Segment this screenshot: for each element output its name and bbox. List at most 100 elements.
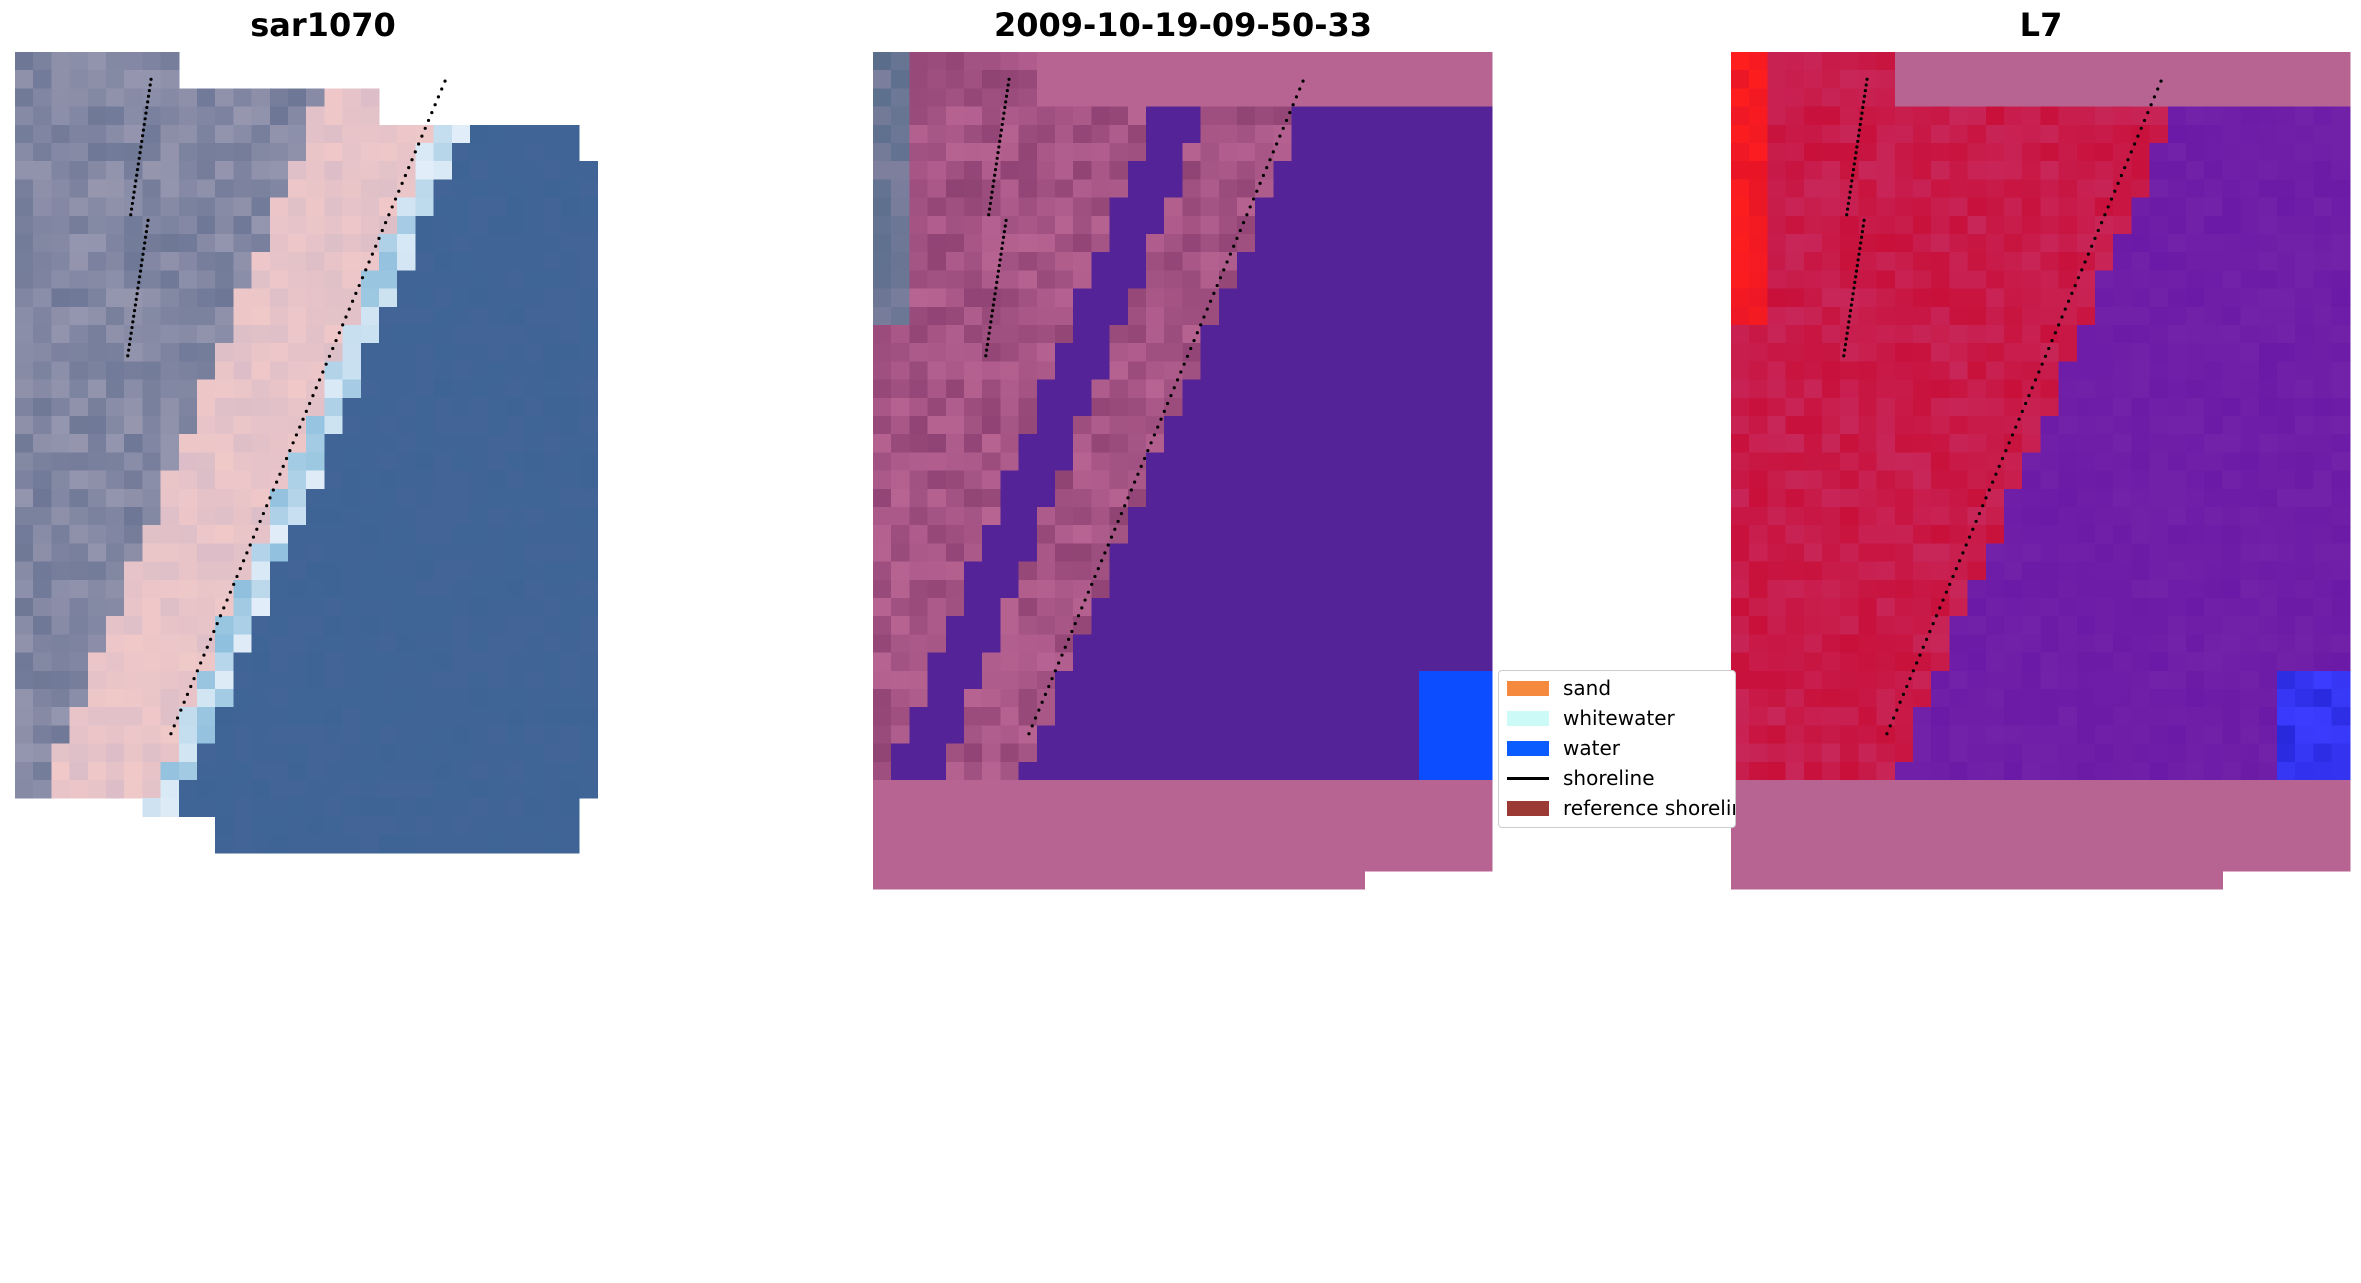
rgb-image-panel	[15, 52, 633, 1234]
shoreline-dot	[2076, 276, 2081, 280]
shoreline-dot	[420, 134, 424, 138]
shoreline-dot	[1093, 574, 1097, 579]
shoreline-dot	[990, 190, 994, 194]
shoreline-dot	[146, 94, 151, 98]
shoreline-dot	[984, 354, 988, 358]
shoreline-dot	[331, 346, 335, 351]
shoreline-dot	[1086, 590, 1090, 594]
shoreline-dot	[1116, 519, 1120, 524]
shoreline-dot	[208, 637, 213, 641]
shoreline-dot	[994, 162, 998, 166]
shoreline-dot	[136, 286, 140, 290]
shoreline-dot	[1271, 150, 1275, 154]
shoreline-dot	[1218, 276, 1223, 280]
shoreline-dot	[136, 162, 140, 166]
classified-image-panel	[873, 52, 1493, 1270]
shoreline-dot	[2123, 166, 2127, 170]
shoreline-dot	[1281, 126, 1285, 130]
shoreline-dot	[1845, 213, 1849, 217]
shoreline-dot	[994, 286, 998, 290]
shoreline-dot	[1885, 732, 1889, 736]
shoreline-dot	[140, 134, 145, 138]
shoreline-dot	[1261, 173, 1266, 178]
classified-image	[873, 52, 1493, 890]
shoreline-dot	[370, 252, 374, 256]
shoreline-dot	[1030, 724, 1034, 728]
shoreline-dot	[2083, 260, 2087, 264]
shoreline-dot	[390, 205, 394, 209]
shoreline-dot	[1856, 134, 1861, 138]
shoreline-dot	[1235, 236, 1239, 240]
shoreline-dot	[403, 173, 408, 178]
shoreline-dot	[1123, 504, 1127, 508]
shoreline-dot	[294, 433, 299, 437]
shoreline-dot	[1851, 292, 1855, 296]
shoreline-dot	[304, 409, 308, 413]
legend-label-shoreline: shoreline	[1563, 766, 1655, 790]
shoreline-dot	[1859, 117, 1863, 121]
legend-swatch-reference-shoreline	[1507, 800, 1549, 816]
shoreline-dot	[2047, 346, 2051, 351]
shoreline-dot	[131, 320, 135, 324]
shoreline-dot	[1848, 314, 1852, 318]
shoreline-dot	[2004, 449, 2008, 453]
shoreline-dot	[364, 268, 368, 272]
shoreline-dot	[417, 142, 421, 146]
shoreline-dot	[1001, 235, 1006, 239]
shoreline-dot	[1863, 88, 1867, 93]
shoreline-dot	[1162, 409, 1166, 413]
shoreline-dot	[1050, 677, 1054, 681]
shoreline-dot	[1861, 105, 1865, 110]
shoreline-dot	[1858, 246, 1862, 251]
shoreline-dot	[271, 488, 275, 492]
shoreline-dot	[1901, 692, 1906, 696]
shoreline-dot	[1888, 724, 1892, 728]
shoreline-dot	[127, 348, 131, 352]
shoreline-dot	[996, 151, 1000, 155]
legend-item-shoreline: shoreline	[1507, 766, 1655, 790]
shoreline-dot	[1856, 139, 1860, 143]
shoreline-dot	[998, 258, 1002, 262]
shoreline-dot	[143, 241, 147, 245]
shoreline-dot	[126, 354, 130, 358]
shoreline-dot	[1864, 83, 1868, 87]
shoreline-dot	[1139, 464, 1143, 468]
shoreline-dot	[1865, 77, 1869, 81]
shoreline-dot	[138, 151, 142, 155]
shoreline-dot	[993, 167, 998, 172]
shoreline-dot	[235, 574, 239, 579]
shoreline-dot	[423, 126, 427, 130]
shoreline-dot	[1222, 268, 1226, 272]
shoreline-dot	[132, 309, 137, 313]
shoreline-dot	[245, 551, 249, 555]
shoreline-dot	[185, 692, 190, 696]
shoreline-dot	[2093, 236, 2097, 240]
shoreline-dot	[367, 260, 371, 264]
shoreline-dot	[1175, 378, 1180, 382]
shoreline-dot	[1241, 221, 1246, 225]
shoreline-dot	[2156, 87, 2160, 91]
legend-line-shoreline	[1507, 776, 1549, 780]
shoreline-dot	[2152, 95, 2157, 99]
shoreline-dot	[129, 213, 133, 217]
shoreline-dot	[1847, 320, 1851, 324]
shoreline-dot	[1298, 87, 1302, 91]
shoreline-dot	[988, 201, 993, 206]
shoreline-dot	[1981, 504, 1985, 508]
shoreline-dot	[350, 299, 355, 303]
shoreline-dot	[1977, 511, 1982, 516]
shoreline-dot	[1003, 105, 1007, 110]
shoreline-dot	[1928, 629, 1932, 634]
shoreline-dot	[1000, 246, 1004, 251]
shoreline-dot	[225, 598, 229, 602]
shoreline-dot	[1060, 653, 1064, 657]
shoreline-dot	[377, 236, 381, 240]
shoreline-dot	[314, 386, 318, 390]
shoreline-dot	[1997, 464, 2001, 468]
shoreline-dot	[1852, 162, 1856, 166]
shoreline-dot	[1172, 386, 1176, 390]
shoreline-dot	[1245, 213, 1249, 217]
legend-label-water: water	[1563, 736, 1620, 760]
shoreline-dot	[268, 496, 272, 500]
shoreline-dot	[397, 189, 401, 193]
